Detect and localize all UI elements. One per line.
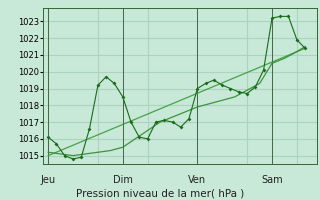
Text: Jeu: Jeu — [41, 175, 56, 185]
Text: Ven: Ven — [188, 175, 206, 185]
Text: Pression niveau de la mer( hPa ): Pression niveau de la mer( hPa ) — [76, 188, 244, 198]
Text: Dim: Dim — [113, 175, 133, 185]
Text: Sam: Sam — [261, 175, 283, 185]
